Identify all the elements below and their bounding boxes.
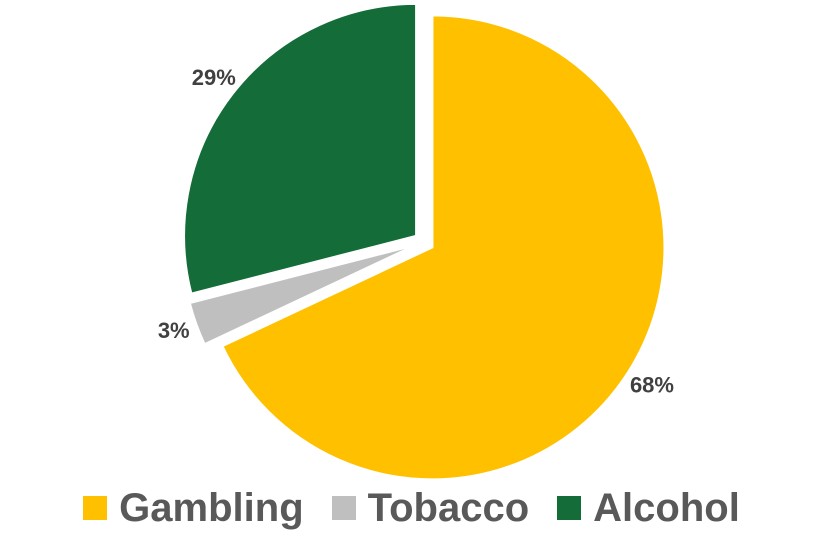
- legend-item-alcohol: Alcohol: [557, 486, 740, 530]
- data-label-alcohol: 29%: [192, 65, 236, 90]
- pie-slice-tobacco: [188, 244, 416, 346]
- legend-swatch-tobacco: [331, 496, 356, 520]
- legend-swatch-gambling: [83, 496, 108, 520]
- pie-chart: 68% 3% 29%: [158, 2, 674, 481]
- pie-slice-alcohol: [183, 2, 418, 295]
- data-label-tobacco: 3%: [158, 318, 190, 343]
- data-label-gambling: 68%: [630, 372, 674, 397]
- legend-swatch-alcohol: [557, 496, 582, 520]
- pie-data-labels: 68% 3% 29%: [158, 65, 674, 398]
- chart-legend: Gambling Tobacco Alcohol: [0, 486, 823, 530]
- legend-item-gambling: Gambling: [83, 486, 304, 530]
- pie-slice-gambling: [221, 14, 666, 481]
- legend-label-alcohol: Alcohol: [593, 486, 740, 530]
- pie-slices: [183, 2, 666, 481]
- legend-item-tobacco: Tobacco: [331, 486, 530, 530]
- legend-label-tobacco: Tobacco: [367, 486, 530, 530]
- legend-label-gambling: Gambling: [119, 486, 304, 530]
